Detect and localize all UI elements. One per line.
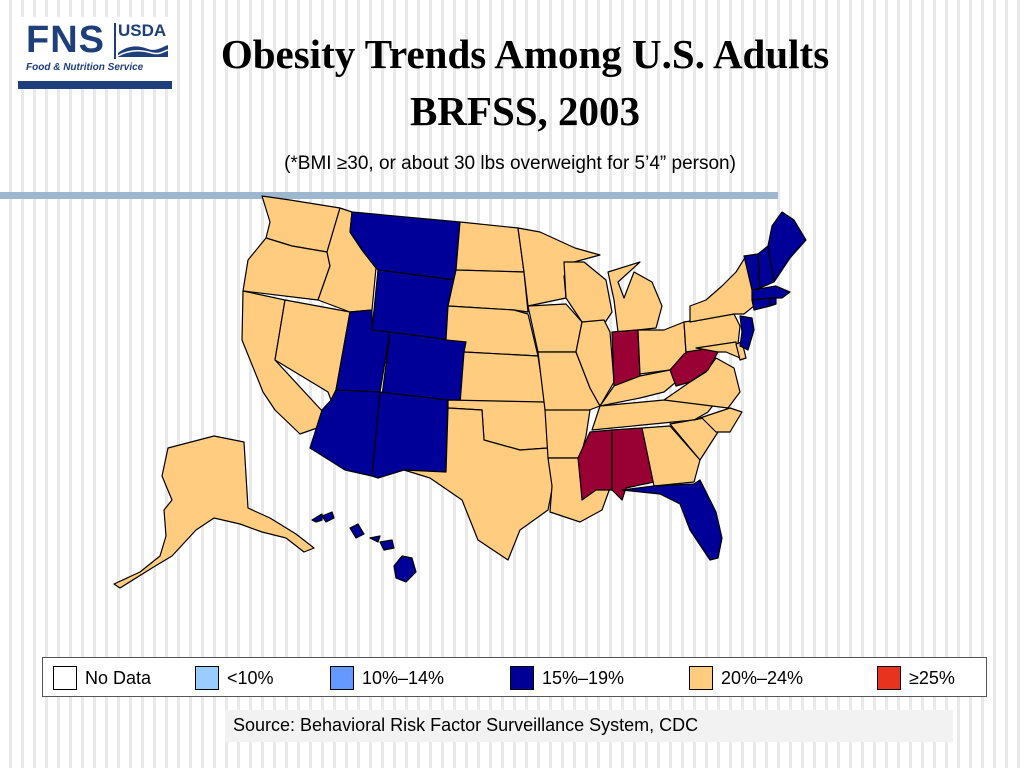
logo-divider (114, 23, 116, 59)
legend-swatch (510, 666, 534, 690)
state-HI-molokai (349, 523, 365, 539)
title-divider (0, 192, 778, 199)
state-HI-oahu (311, 513, 323, 523)
state-SD (447, 269, 529, 313)
slide-subtitle: (*BMI ≥30, or about 30 lbs overweight fo… (284, 153, 736, 174)
legend-item-25-plus: ≥25% (877, 665, 955, 691)
legend-swatch (877, 666, 901, 690)
legend-swatch (330, 666, 354, 690)
state-IL (575, 319, 615, 407)
usda-hill-mark-icon (118, 45, 168, 57)
legend-label: ≥25% (909, 667, 955, 688)
state-NJ (739, 315, 755, 351)
state-HI-kahoolawe (379, 539, 395, 551)
state-HI-lanai (369, 535, 381, 543)
state-ME (767, 211, 807, 283)
legend-label: <10% (227, 667, 274, 688)
state-AK (113, 435, 315, 589)
state-AZ (309, 389, 381, 477)
legend-label: 20%–24% (721, 667, 804, 688)
legend-item-no-data: No Data (53, 665, 151, 691)
state-HI-big-island (393, 555, 417, 583)
logo-bar (18, 81, 172, 89)
state-GA (641, 425, 701, 487)
state-TX (403, 407, 556, 561)
state-MA (751, 285, 791, 301)
state-ND (455, 221, 525, 273)
state-IA (527, 303, 583, 353)
state-WI (563, 261, 613, 325)
legend-label: No Data (85, 667, 152, 688)
slide-title-year: BRFSS, 2003 (409, 88, 641, 134)
legend-item-under-10: <10% (195, 665, 274, 691)
state-NC (693, 407, 743, 433)
state-KS (459, 351, 546, 405)
state-MD (695, 341, 741, 359)
state-NM (371, 391, 449, 479)
fns-usda-logo: FNS USDA Food & Nutrition Service (18, 17, 172, 89)
legend-swatch (195, 666, 219, 690)
legend-swatch (689, 666, 713, 690)
state-FL (621, 479, 723, 561)
logo-tagline: Food & Nutrition Service (26, 62, 144, 73)
state-MI (607, 261, 663, 333)
map-legend: No Data <10% 10%–14% 15%–19% 20%–24% ≥25… (42, 657, 987, 697)
slide-title: Obesity Trends Among U.S. Adults (220, 31, 830, 77)
state-HI-maui (321, 511, 335, 523)
legend-label: 15%–19% (542, 667, 625, 688)
state-WY (371, 269, 456, 341)
legend-label: 10%–14% (362, 667, 445, 688)
fns-logo-text: FNS (26, 19, 105, 61)
legend-swatch (53, 666, 77, 690)
legend-item-10-14: 10%–14% (330, 665, 444, 691)
state-RI (769, 297, 777, 307)
legend-item-15-19: 15%–19% (510, 665, 624, 691)
source-caption: Source: Behavioral Risk Factor Surveilla… (225, 710, 953, 742)
usda-logo-text: USDA (118, 21, 167, 40)
legend-item-20-24: 20%–24% (689, 665, 803, 691)
